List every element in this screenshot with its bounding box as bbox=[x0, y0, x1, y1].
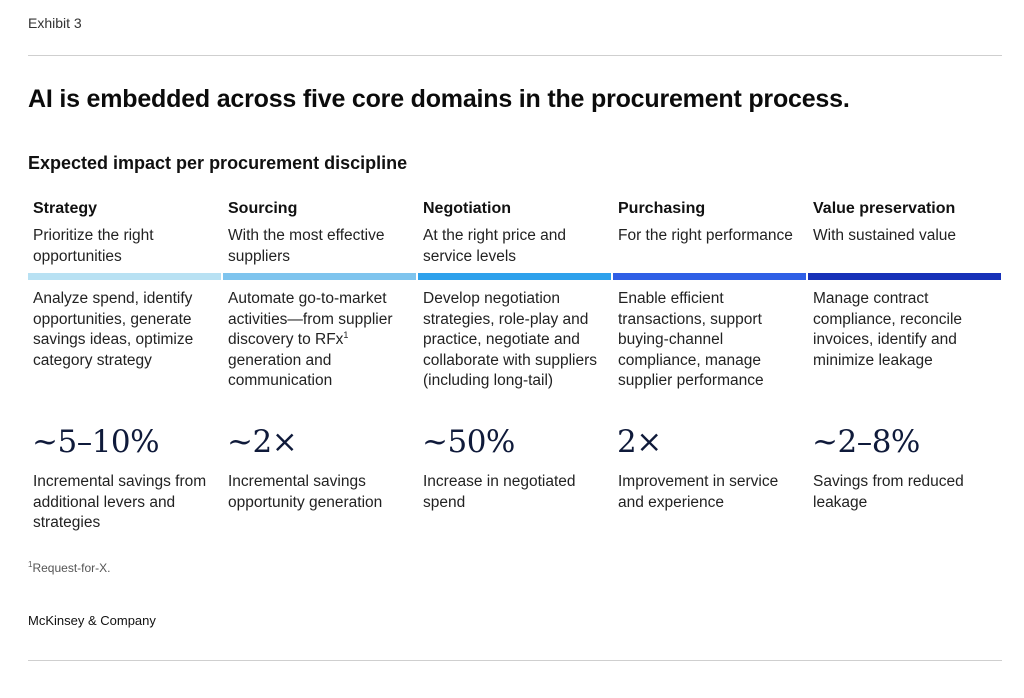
domain-tagline: At the right price and service levels bbox=[423, 227, 567, 265]
domain-description: Develop negotiation strategies, role-pla… bbox=[423, 290, 598, 389]
procurement-domains: Strategy Prioritize the right opportunit… bbox=[28, 198, 1002, 548]
domain-title: Purchasing bbox=[618, 200, 706, 217]
bottom-divider bbox=[28, 660, 1002, 661]
domain-column-negotiation: Negotiation At the right price and servi… bbox=[418, 198, 611, 548]
impact-stat: ~2× bbox=[227, 424, 298, 460]
impact-stat: ~50% bbox=[422, 424, 515, 460]
domain-column-value-preservation: Value preservation With sustained value … bbox=[808, 198, 1001, 548]
impact-stat: ~5–10% bbox=[32, 424, 160, 460]
subhead: Expected impact per procurement discipli… bbox=[28, 153, 408, 173]
domain-color-bar bbox=[613, 273, 806, 280]
exhibit-label: Exhibit 3 bbox=[28, 15, 82, 31]
footnote: 1Request-for-X. bbox=[28, 560, 111, 576]
impact-stat: 2× bbox=[617, 424, 662, 460]
footnote-mark: 1 bbox=[343, 329, 349, 340]
domain-column-sourcing: Sourcing With the most effective supplie… bbox=[223, 198, 416, 548]
footnote-mark: 1 bbox=[28, 560, 33, 569]
impact-stat-description: Incremental savings from additional leve… bbox=[33, 473, 207, 531]
impact-stat: ~2–8% bbox=[812, 424, 920, 460]
domain-tagline: For the right performance bbox=[618, 227, 793, 244]
top-divider bbox=[28, 55, 1002, 56]
domain-title: Negotiation bbox=[423, 200, 511, 217]
domain-color-bar bbox=[808, 273, 1001, 280]
domain-column-strategy: Strategy Prioritize the right opportunit… bbox=[28, 198, 221, 548]
domain-tagline: With sustained value bbox=[813, 227, 957, 244]
domain-tagline: With the most effective suppliers bbox=[228, 227, 385, 265]
impact-stat-description: Savings from reduced leakage bbox=[813, 473, 964, 511]
description-text: Automate go-to-market activities—from su… bbox=[228, 290, 393, 348]
impact-stat-description: Incremental savings opportunity generati… bbox=[228, 473, 383, 511]
source-credit: McKinsey & Company bbox=[28, 613, 156, 628]
domain-title: Strategy bbox=[33, 200, 98, 217]
domain-title: Sourcing bbox=[228, 200, 298, 217]
impact-stat-description: Increase in negotiated spend bbox=[423, 473, 576, 511]
domain-description: Analyze spend, identify opportunities, g… bbox=[33, 290, 194, 369]
domain-color-bar bbox=[418, 273, 611, 280]
domain-color-bar bbox=[223, 273, 416, 280]
domain-description: Automate go-to-market activities—from su… bbox=[228, 289, 416, 392]
footnote-text: Request-for-X. bbox=[32, 561, 111, 575]
domain-color-bar bbox=[28, 273, 221, 280]
description-text-continued: generation and communication bbox=[228, 351, 333, 390]
domain-description: Enable efficient transactions, support b… bbox=[618, 290, 764, 389]
domain-description: Manage contract compliance, reconcile in… bbox=[813, 290, 963, 369]
headline: AI is embedded across five core domains … bbox=[28, 85, 850, 113]
domain-column-purchasing: Purchasing For the right performance Ena… bbox=[613, 198, 806, 548]
domain-title: Value preservation bbox=[813, 200, 956, 217]
domain-tagline: Prioritize the right opportunities bbox=[33, 227, 154, 265]
impact-stat-description: Improvement in service and experience bbox=[618, 473, 779, 511]
